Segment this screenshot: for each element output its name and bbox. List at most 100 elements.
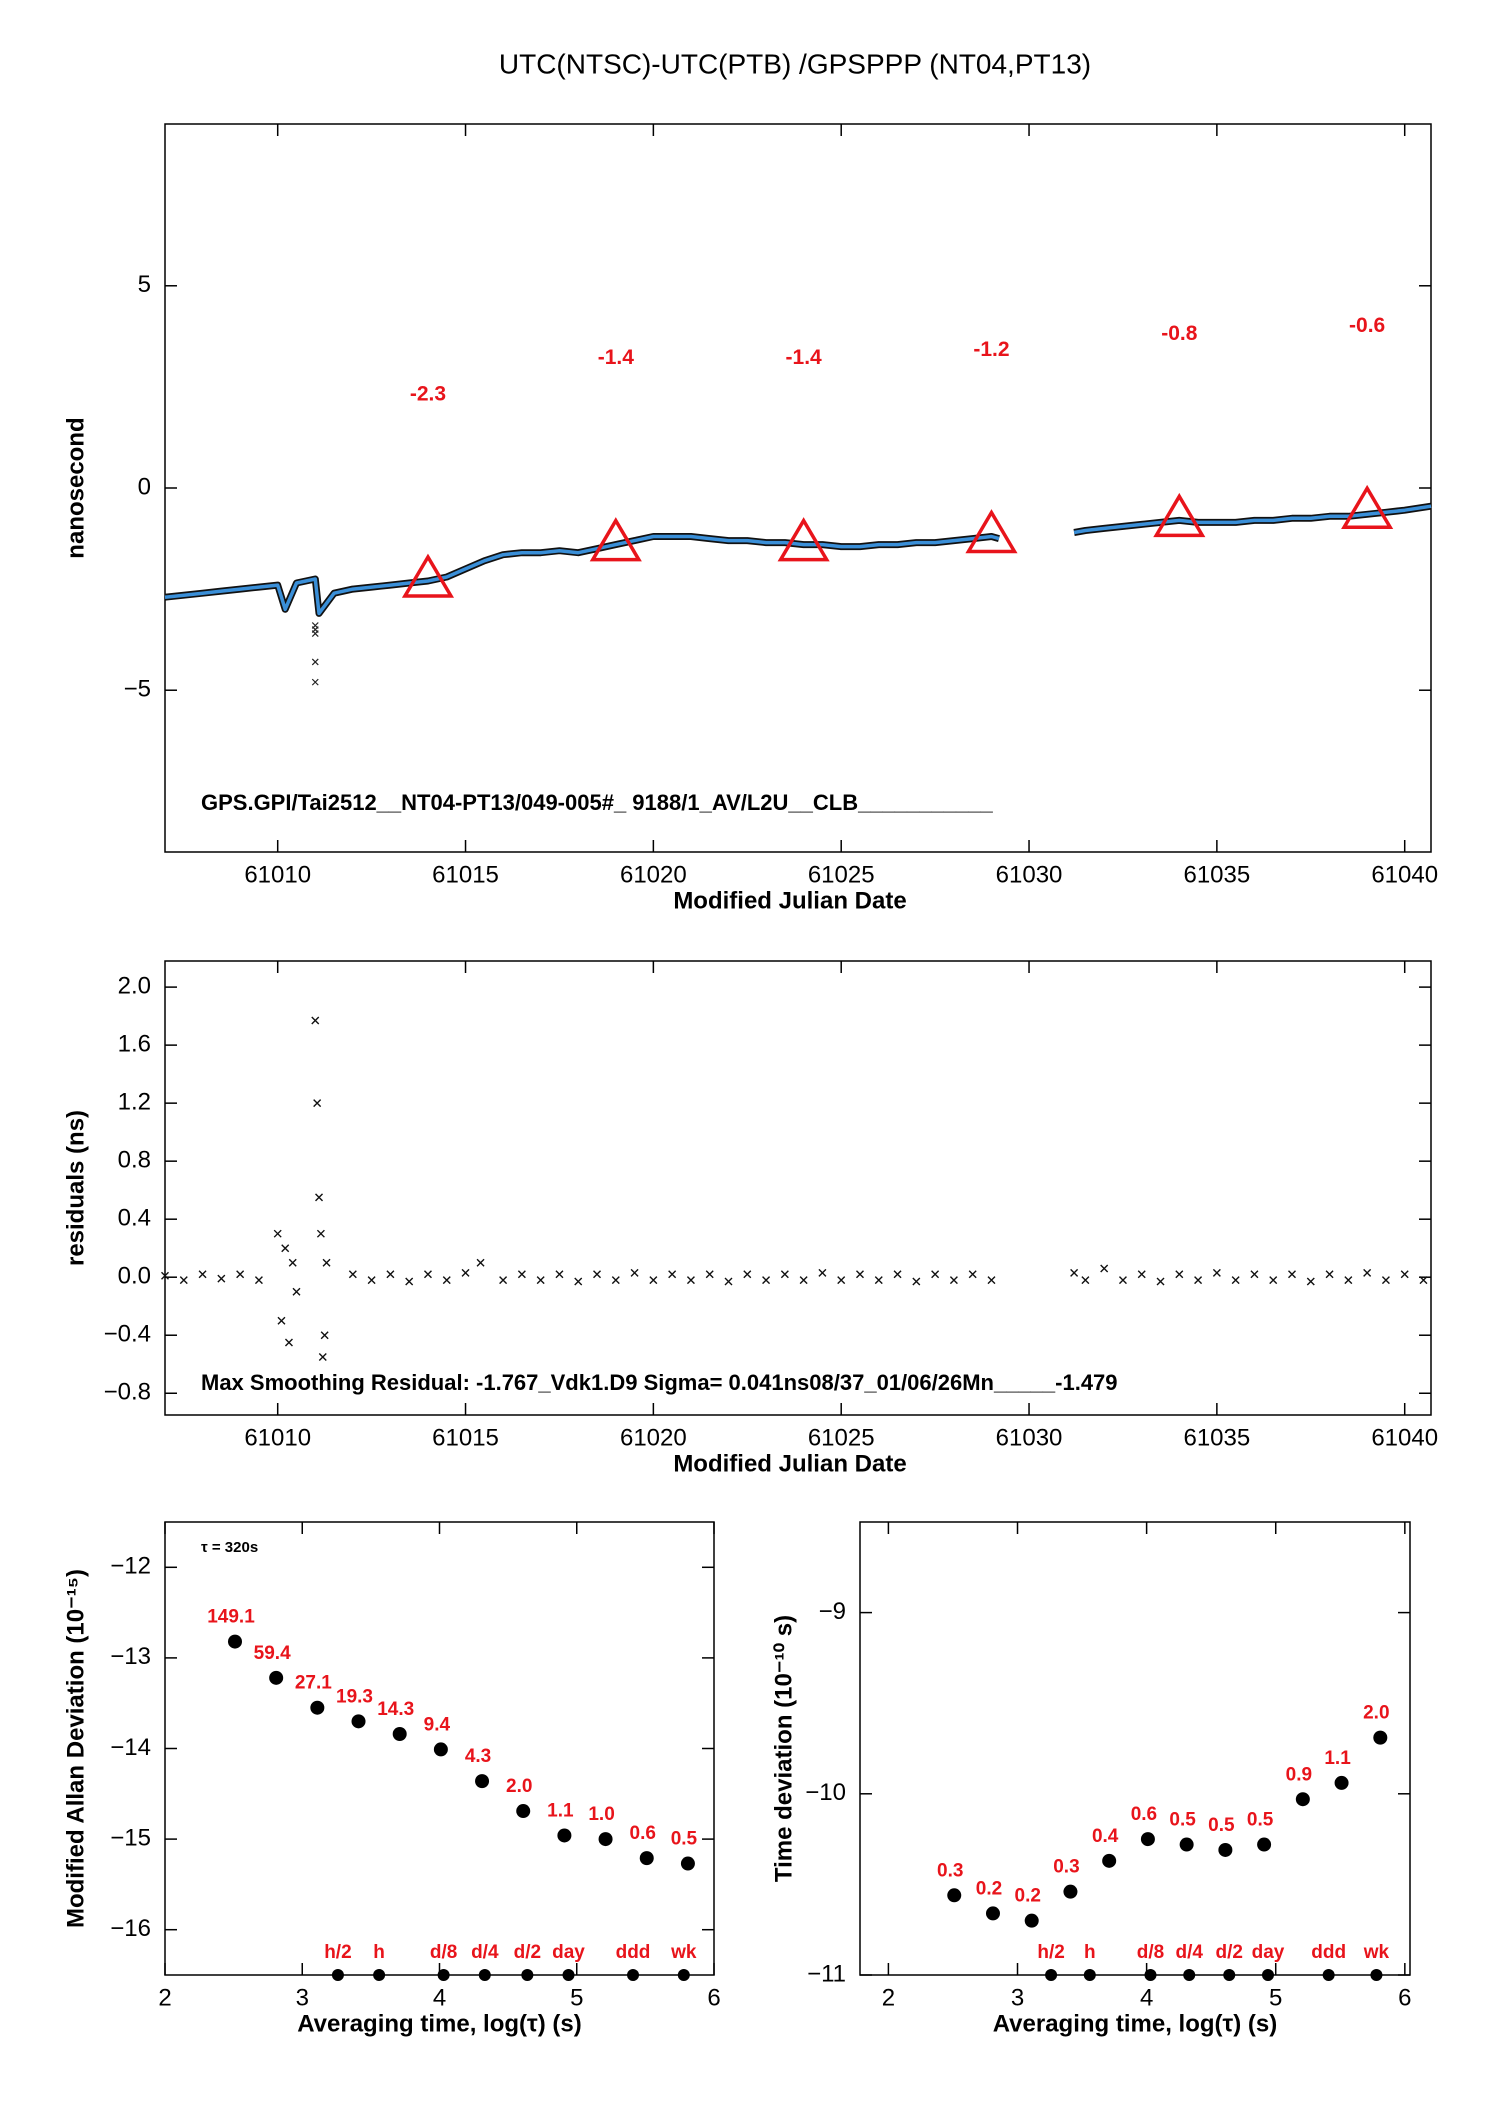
period-mark <box>1045 1969 1058 1981</box>
point <box>269 1670 284 1685</box>
y-tick-label: 2.0 <box>118 972 151 999</box>
residual <box>1250 1270 1259 1279</box>
residual <box>217 1274 226 1283</box>
residual <box>1344 1276 1353 1285</box>
residual <box>799 1276 808 1285</box>
y-tick-label: −0.8 <box>104 1379 151 1406</box>
outlier <box>311 678 319 686</box>
marker-label: -1.4 <box>786 346 823 369</box>
residual <box>476 1258 485 1267</box>
outlier <box>311 630 319 638</box>
point <box>1218 1842 1233 1857</box>
period-label: d/8 <box>1137 1942 1164 1963</box>
period-label: ddd <box>1311 1942 1346 1963</box>
point <box>598 1832 613 1847</box>
residual <box>320 1331 329 1340</box>
residual <box>1288 1270 1296 1279</box>
y-tick-label: 1.6 <box>118 1030 151 1057</box>
x-tick-label: 6 <box>1398 1984 1411 2011</box>
x-tick-label: 2 <box>158 1984 171 2011</box>
point <box>433 1742 448 1757</box>
point-label: 14.3 <box>377 1699 414 1720</box>
residual <box>322 1258 331 1267</box>
residual <box>179 1276 188 1285</box>
residual <box>630 1268 639 1277</box>
point <box>310 1700 325 1715</box>
plot-frame <box>164 123 1432 853</box>
figure-title: UTC(NTSC)-UTC(PTB) /GPSPPP (NT04,PT13) <box>499 48 1091 79</box>
residual <box>315 1193 324 1202</box>
residual <box>1175 1270 1184 1279</box>
period-label: h/2 <box>324 1942 351 1963</box>
residual <box>1400 1270 1409 1279</box>
x-axis-label: Modified Julian Date <box>673 887 906 914</box>
point <box>1257 1837 1272 1852</box>
residual <box>423 1270 432 1279</box>
period-label: d/2 <box>514 1942 541 1963</box>
residual <box>288 1258 297 1267</box>
point <box>392 1727 407 1742</box>
x-tick-label: 3 <box>1011 1984 1024 2011</box>
residual <box>284 1338 293 1347</box>
point <box>680 1856 695 1871</box>
y-tick-label: −15 <box>110 1824 151 1851</box>
residual <box>649 1276 658 1285</box>
y-tick-label: −14 <box>110 1734 151 1761</box>
period-mark <box>437 1969 450 1981</box>
x-tick-label: 61025 <box>808 861 875 888</box>
residual <box>874 1276 883 1285</box>
period-mark <box>521 1969 534 1981</box>
residual <box>611 1276 620 1285</box>
residual <box>1081 1276 1090 1285</box>
series-line <box>164 504 1432 616</box>
y-tick-label: −10 <box>805 1779 846 1806</box>
triangle-marker <box>401 553 455 598</box>
triangle-marker <box>965 509 1018 554</box>
y-tick-label: −12 <box>110 1553 151 1580</box>
period-mark <box>627 1969 640 1981</box>
y-tick-label: 0 <box>138 473 151 500</box>
period-label: h/2 <box>1037 1942 1064 1963</box>
period-label: d/8 <box>430 1942 457 1963</box>
x-tick-label: 4 <box>433 1984 446 2011</box>
residual <box>1212 1268 1221 1277</box>
residual <box>762 1276 771 1285</box>
x-tick-label: 61020 <box>620 861 687 888</box>
tau-note: τ = 320s <box>201 1539 258 1556</box>
point <box>227 1634 242 1649</box>
y-tick-label: −16 <box>110 1915 151 1942</box>
residual <box>705 1270 714 1279</box>
point-label: 0.2 <box>976 1878 1002 1899</box>
footer-note: GPS.GPI/Tai2512__NT04-PT13/049-005#_ 918… <box>201 790 993 815</box>
residual <box>348 1270 357 1279</box>
residual <box>281 1244 290 1253</box>
x-tick-label: 61030 <box>996 1424 1063 1451</box>
marker-label: -1.2 <box>973 338 1009 361</box>
x-tick-label: 61010 <box>244 1424 311 1451</box>
point-label: 149.1 <box>207 1607 255 1628</box>
outlier <box>311 658 319 666</box>
period-mark <box>373 1969 386 1981</box>
residual <box>555 1270 564 1279</box>
triangle-marker <box>777 517 830 562</box>
residual <box>593 1270 602 1279</box>
residual <box>780 1270 789 1279</box>
point-label: 4.3 <box>465 1746 491 1767</box>
point <box>1063 1884 1078 1899</box>
residual <box>686 1276 695 1285</box>
plot-frame <box>164 960 1432 1416</box>
x-tick-label: 61020 <box>620 1424 687 1451</box>
residual <box>743 1270 752 1279</box>
residual <box>536 1276 545 1285</box>
point-label: 0.3 <box>1053 1857 1079 1878</box>
period-label: wk <box>670 1942 697 1963</box>
x-axis-label: Averaging time, log(τ) (s) <box>297 2010 582 2037</box>
x-tick-label: 61035 <box>1183 1424 1250 1451</box>
x-tick-label: 61015 <box>432 861 499 888</box>
point-label: 0.5 <box>1247 1810 1274 1831</box>
point-label: 2.0 <box>1363 1703 1389 1724</box>
point-label: 0.5 <box>1169 1810 1196 1831</box>
x-tick-label: 61010 <box>244 861 311 888</box>
period-mark <box>1144 1969 1157 1981</box>
